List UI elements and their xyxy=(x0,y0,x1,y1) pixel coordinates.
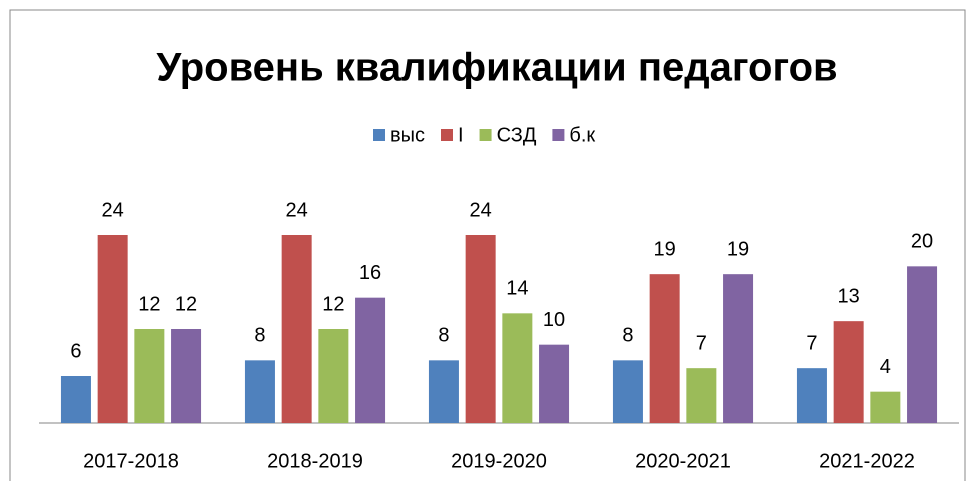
bar xyxy=(60,376,91,423)
bar xyxy=(428,360,459,423)
bar xyxy=(833,321,864,423)
bar xyxy=(355,297,386,423)
data-label: 4 xyxy=(880,356,891,378)
x-tick-label: 2019-2020 xyxy=(451,450,547,472)
legend-label: I xyxy=(458,124,464,146)
data-label: 24 xyxy=(102,199,124,221)
legend-swatch xyxy=(373,129,385,141)
bar xyxy=(796,368,827,423)
bar xyxy=(281,235,312,423)
legend-swatch xyxy=(479,129,492,141)
data-label: 12 xyxy=(175,293,197,315)
legend-label: СЗД xyxy=(497,124,537,146)
data-label: 24 xyxy=(470,199,492,221)
data-label: 12 xyxy=(322,293,344,315)
x-tick-label: 2018-2019 xyxy=(267,450,363,472)
chart-title: Уровень квалификации педагогов xyxy=(156,46,837,90)
data-label: 7 xyxy=(696,332,707,354)
data-label: 13 xyxy=(838,285,860,307)
x-tick-label: 2020-2021 xyxy=(635,450,731,472)
bar xyxy=(134,329,165,423)
data-label: 7 xyxy=(806,332,817,354)
bar xyxy=(870,391,901,423)
data-label: 8 xyxy=(438,325,449,347)
data-label: 19 xyxy=(727,238,749,260)
data-label: 12 xyxy=(138,293,160,315)
bar xyxy=(465,235,496,423)
bar xyxy=(318,329,349,423)
data-label: 14 xyxy=(506,278,528,300)
bar xyxy=(612,360,643,423)
data-label: 24 xyxy=(286,199,308,221)
x-tick-label: 2017-2018 xyxy=(83,450,179,472)
data-label: 8 xyxy=(622,325,633,347)
data-label: 6 xyxy=(70,340,81,362)
data-label: 19 xyxy=(654,238,676,260)
legend-label: б.к xyxy=(569,124,595,146)
bar xyxy=(723,274,754,423)
bar xyxy=(539,344,570,423)
data-label: 8 xyxy=(254,325,265,347)
bar xyxy=(171,329,202,423)
bar xyxy=(686,368,717,423)
data-label: 20 xyxy=(911,231,933,253)
legend-swatch xyxy=(552,129,565,141)
bar xyxy=(244,360,275,423)
legend-label: выс xyxy=(390,124,425,146)
data-label: 16 xyxy=(359,262,381,284)
bar xyxy=(502,313,533,423)
x-tick-label: 2021-2022 xyxy=(819,450,915,472)
bar xyxy=(97,235,128,423)
bar xyxy=(907,266,938,423)
bar xyxy=(649,274,680,423)
data-label: 10 xyxy=(543,309,565,331)
legend-swatch xyxy=(441,129,453,141)
